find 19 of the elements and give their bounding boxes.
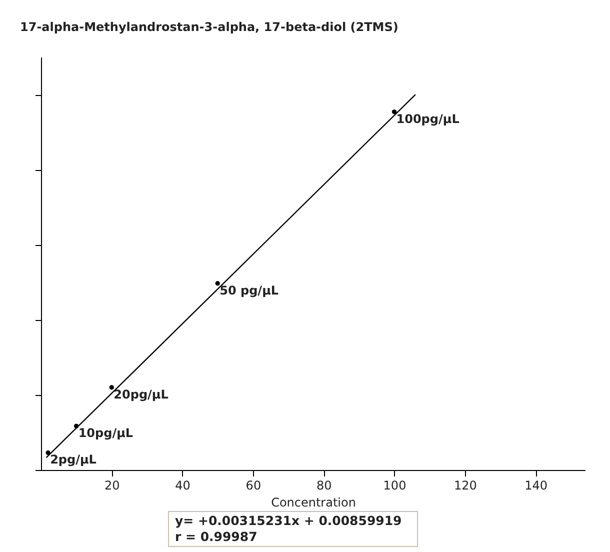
annotation: 2pg/µL	[50, 452, 97, 467]
x-tick-label: 100	[383, 478, 406, 492]
x-tick-label: 80	[316, 478, 332, 492]
x-tick-label: 140	[524, 478, 548, 492]
annotation: 10pg/µL	[78, 426, 134, 440]
text: y= +0.00315231x + 0.00859919	[175, 513, 403, 529]
x-tick-label: 40	[175, 478, 190, 492]
x-axis-title: Concentration	[271, 496, 356, 510]
point	[392, 109, 397, 114]
annotation: 100pg/µL	[396, 112, 460, 126]
annotation: 50 pg/µL	[220, 283, 279, 298]
annotation: 20pg/µL	[114, 387, 169, 402]
x-tick-label: 20	[104, 478, 120, 492]
chart-title: 17-alpha-Methylandrostan-3-alpha, 17-beta-diol (2TMS)	[20, 20, 398, 34]
text: r = 0.99987	[175, 529, 258, 545]
x-tick-label: 60	[246, 478, 262, 492]
point	[109, 385, 114, 390]
x-tick-label: 120	[454, 478, 477, 492]
point	[215, 281, 220, 286]
